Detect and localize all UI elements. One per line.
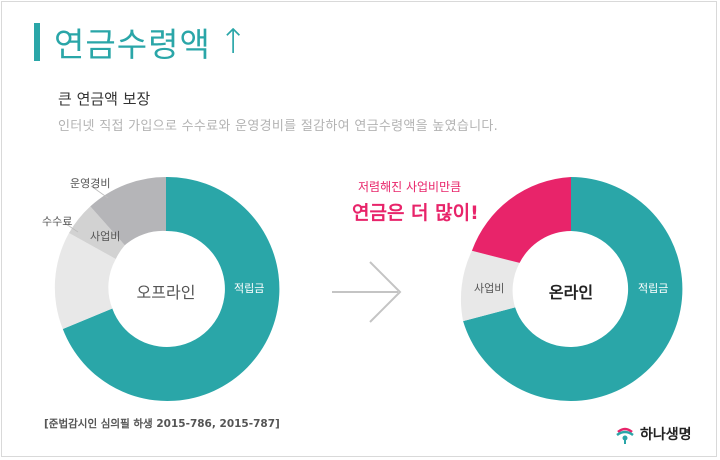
label-commission: 수수료: [42, 215, 73, 228]
subtitle: 큰 연금액 보장: [58, 90, 151, 108]
company-logo: 하나생명: [614, 423, 692, 445]
header: 연금수령액 ↑: [34, 18, 247, 66]
online-center-label: 온라인: [548, 283, 594, 302]
online-slice-business: [460, 250, 520, 322]
online-label-business: 사업비: [474, 282, 505, 295]
online-label-reserve: 적립금: [638, 282, 669, 295]
right-arrow-icon: [332, 261, 402, 323]
offline-center-label: 오프라인: [136, 283, 196, 302]
callout-line1: 저렴해진 사업비만큼: [358, 180, 462, 194]
online-slice-extra: [471, 177, 571, 263]
callout-line2: 연금은 더 많이!: [352, 202, 479, 224]
online-donut: [460, 177, 683, 401]
logo-text: 하나생명: [640, 427, 692, 443]
offline-slice-operating: [90, 176, 166, 246]
up-arrow-icon: ↑: [218, 22, 248, 62]
page-title: 연금수령액: [54, 25, 211, 64]
title-accent-bar: [34, 23, 40, 61]
offline-slice-commission: [54, 233, 116, 329]
offline-donut: [54, 176, 280, 401]
description: 인터넷 직접 가입으로 수수료와 운영경비를 절감하여 연금수령액을 높였습니다…: [58, 119, 499, 134]
offline-label-reserve: 적립금: [234, 282, 265, 295]
offline-slice-business: [69, 206, 125, 259]
online-slice-reserve: [463, 177, 683, 401]
hana-logo-icon: [616, 427, 634, 444]
offline-slice-reserve: [62, 176, 280, 401]
label-operating-cost: 운영경비: [70, 177, 111, 190]
offline-label-business: 사업비: [90, 230, 121, 243]
leader-lines: [65, 185, 109, 233]
source-note: [준법감시인 심의필 하생 2015-786, 2015-787]: [44, 418, 280, 430]
